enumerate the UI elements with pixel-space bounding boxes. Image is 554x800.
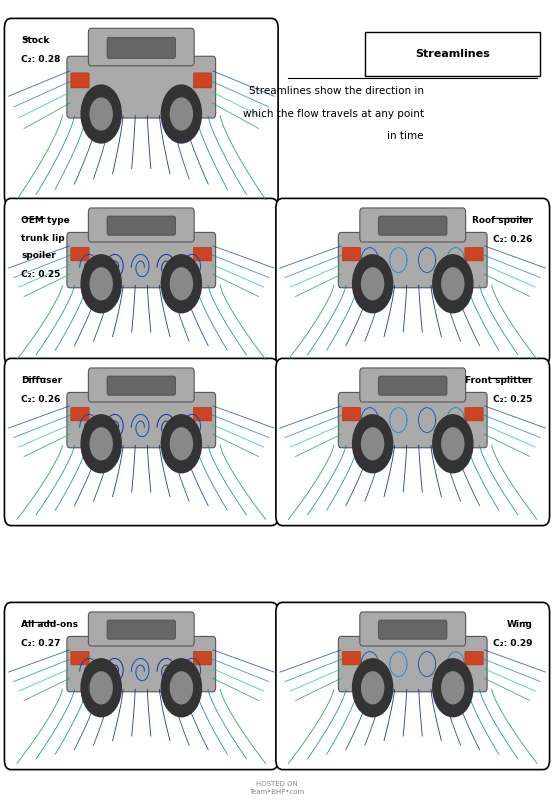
FancyBboxPatch shape <box>193 407 212 421</box>
Circle shape <box>90 428 112 460</box>
Text: trunk lip: trunk lip <box>22 234 65 242</box>
Text: Wing: Wing <box>506 620 532 629</box>
FancyBboxPatch shape <box>107 620 176 639</box>
Text: which the flow travels at any point: which the flow travels at any point <box>243 109 424 119</box>
Circle shape <box>81 85 121 143</box>
FancyBboxPatch shape <box>276 602 550 770</box>
Circle shape <box>81 659 121 717</box>
FancyBboxPatch shape <box>360 612 465 646</box>
FancyBboxPatch shape <box>360 208 465 242</box>
Circle shape <box>81 255 121 313</box>
FancyBboxPatch shape <box>107 376 176 395</box>
FancyBboxPatch shape <box>193 73 212 88</box>
Text: C₂: 0.27: C₂: 0.27 <box>22 639 61 648</box>
Circle shape <box>90 98 112 130</box>
FancyBboxPatch shape <box>338 637 487 692</box>
FancyBboxPatch shape <box>378 376 447 395</box>
FancyBboxPatch shape <box>360 368 465 402</box>
FancyBboxPatch shape <box>465 651 483 665</box>
Text: C₂: 0.26: C₂: 0.26 <box>493 235 532 244</box>
Circle shape <box>352 659 393 717</box>
FancyBboxPatch shape <box>107 38 176 58</box>
FancyBboxPatch shape <box>338 233 487 288</box>
Circle shape <box>433 415 473 473</box>
FancyBboxPatch shape <box>71 407 89 421</box>
FancyBboxPatch shape <box>338 393 487 448</box>
Circle shape <box>90 672 112 704</box>
FancyBboxPatch shape <box>71 651 89 665</box>
Circle shape <box>170 98 192 130</box>
FancyBboxPatch shape <box>4 198 278 366</box>
FancyBboxPatch shape <box>276 358 550 526</box>
Circle shape <box>170 672 192 704</box>
FancyBboxPatch shape <box>193 247 212 261</box>
Circle shape <box>433 255 473 313</box>
FancyBboxPatch shape <box>107 216 176 235</box>
Circle shape <box>161 85 202 143</box>
FancyBboxPatch shape <box>342 407 361 421</box>
FancyBboxPatch shape <box>67 393 216 448</box>
FancyBboxPatch shape <box>89 612 194 646</box>
FancyBboxPatch shape <box>4 18 278 206</box>
Text: C₂: 0.25: C₂: 0.25 <box>22 270 61 279</box>
FancyBboxPatch shape <box>378 620 447 639</box>
Circle shape <box>352 415 393 473</box>
Text: Diffuser: Diffuser <box>22 376 63 385</box>
Text: C₂: 0.26: C₂: 0.26 <box>22 395 61 404</box>
Text: Streamlines show the direction in: Streamlines show the direction in <box>249 86 424 97</box>
Circle shape <box>433 659 473 717</box>
Text: HOSTED ON
Team•BHP•com: HOSTED ON Team•BHP•com <box>249 782 305 794</box>
FancyBboxPatch shape <box>71 73 89 88</box>
FancyBboxPatch shape <box>276 198 550 366</box>
Circle shape <box>362 268 384 300</box>
Circle shape <box>161 659 202 717</box>
Circle shape <box>170 268 192 300</box>
FancyBboxPatch shape <box>89 208 194 242</box>
FancyBboxPatch shape <box>4 602 278 770</box>
Text: spoiler: spoiler <box>22 251 57 260</box>
Circle shape <box>352 255 393 313</box>
Text: Stock: Stock <box>22 36 50 45</box>
FancyBboxPatch shape <box>342 247 361 261</box>
Circle shape <box>442 672 464 704</box>
FancyBboxPatch shape <box>89 368 194 402</box>
FancyBboxPatch shape <box>378 216 447 235</box>
Text: C₂: 0.29: C₂: 0.29 <box>493 639 532 648</box>
Circle shape <box>362 428 384 460</box>
Circle shape <box>442 428 464 460</box>
Circle shape <box>362 672 384 704</box>
Text: C₂: 0.28: C₂: 0.28 <box>22 55 61 64</box>
Circle shape <box>90 268 112 300</box>
Text: C₂: 0.25: C₂: 0.25 <box>493 395 532 404</box>
FancyBboxPatch shape <box>71 247 89 261</box>
Circle shape <box>170 428 192 460</box>
Text: in time: in time <box>387 131 424 142</box>
FancyBboxPatch shape <box>89 28 194 66</box>
Text: OEM type: OEM type <box>22 216 70 225</box>
FancyBboxPatch shape <box>67 233 216 288</box>
Text: Front splitter: Front splitter <box>465 376 532 385</box>
Text: Streamlines: Streamlines <box>416 49 490 59</box>
FancyBboxPatch shape <box>67 56 216 118</box>
Circle shape <box>161 255 202 313</box>
FancyBboxPatch shape <box>366 32 540 76</box>
FancyBboxPatch shape <box>193 651 212 665</box>
FancyBboxPatch shape <box>4 358 278 526</box>
FancyBboxPatch shape <box>465 247 483 261</box>
FancyBboxPatch shape <box>67 637 216 692</box>
Circle shape <box>442 268 464 300</box>
FancyBboxPatch shape <box>465 407 483 421</box>
FancyBboxPatch shape <box>342 651 361 665</box>
Text: All add-ons: All add-ons <box>22 620 79 629</box>
Text: Roof spoiler: Roof spoiler <box>471 216 532 225</box>
Circle shape <box>81 415 121 473</box>
Circle shape <box>161 415 202 473</box>
